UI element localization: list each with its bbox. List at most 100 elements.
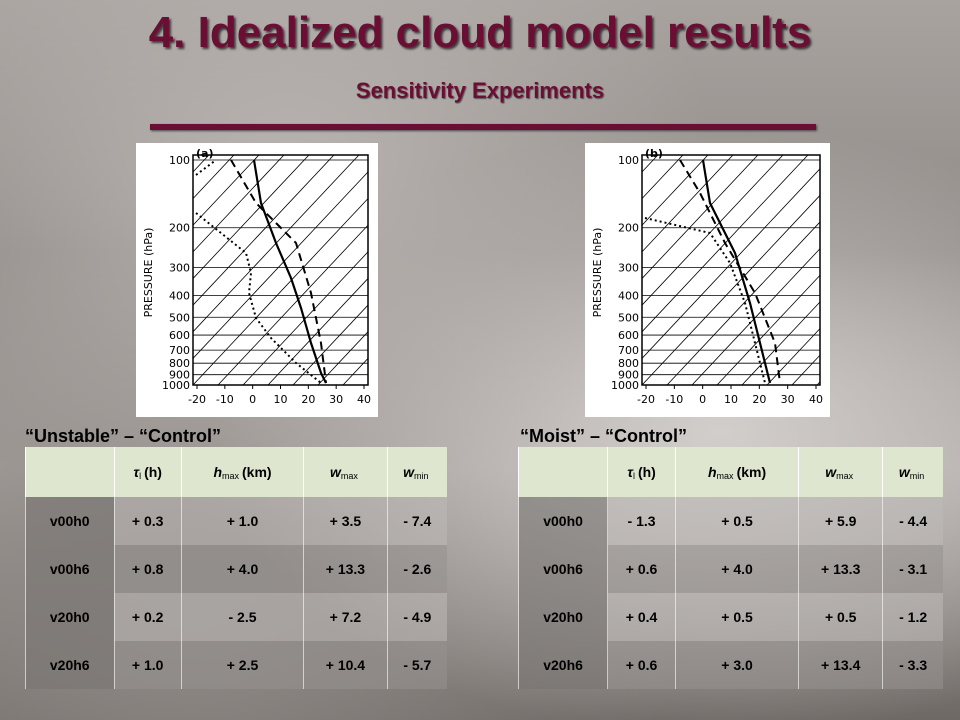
header-cell [517,447,608,497]
table-cell: + 3.0 [674,641,799,689]
table-cell: + 13.3 [303,545,388,593]
temperature-tick-label: 40 [357,393,371,406]
header-subscript: max [836,470,854,481]
title-rule [150,124,816,130]
header-subscript: max [716,470,734,481]
table-cell: - 4.4 [882,497,943,545]
table-cell: - 1.2 [882,593,943,641]
pressure-tick-label: 800 [169,357,190,370]
pressure-tick-label: 300 [618,261,639,274]
temperature-tick-label: 10 [724,393,738,406]
table-cell: + 0.5 [674,593,799,641]
isotherm-line [716,274,820,385]
table-row: v20h0 + 0.4 + 0.5 + 0.5- 1.2 [517,593,943,641]
table-row: v20h6 + 0.6 + 3.0 + 13.4- 3.3 [517,641,943,689]
pressure-tick-label: 100 [618,154,639,167]
axis-label: PRESSURE (hPa) [591,228,604,318]
table-cell: + 4.0 [674,545,799,593]
header-unit: (h) [637,463,656,480]
isotherm-line [193,155,310,280]
temperature-tick-label: 20 [752,393,766,406]
table-cell: + 0.6 [607,641,676,689]
pressure-tick-label: 900 [169,369,190,382]
results-table: τl (h) hmax (km) wmax wmin v00h0 + 0.3 + 1.0 + 3.… [25,447,447,689]
table-cell: + 0.4 [607,593,676,641]
panel-label: (a) [196,147,213,160]
header-cell: wmin [386,447,447,497]
table-row: v20h6 + 1.0 + 2.5 + 10.4- 5.7 [25,641,447,689]
table-cell: - 4.9 [386,593,447,641]
table-cell: + 10.4 [303,641,388,689]
table-cell: + 0.5 [674,497,799,545]
isotherm-line [193,155,360,333]
skew-lines [642,155,820,385]
pressure-tick-label: 100 [169,154,190,167]
isotherm-line [666,221,820,385]
isotherm-line [816,381,820,385]
table-row: v00h0 + 0.3 + 1.0 + 3.5- 7.4 [25,497,447,545]
temperature-tick-label: -20 [188,393,206,406]
temperature-tick-label: -10 [216,393,234,406]
table-cell: - 5.7 [386,641,447,689]
row-label: v20h0 [517,593,608,641]
table-cell: - 1.3 [607,497,676,545]
header-symbol: w [825,463,837,480]
table-cell: + 1.0 [113,641,182,689]
header-subscript: max [340,470,358,481]
isotherm-line [642,168,820,359]
pressure-tick-label: 700 [169,344,190,357]
isotherm-line [642,155,759,280]
isotherm-line [292,304,368,385]
header-symbol: w [898,463,910,480]
pressure-tick-label: 500 [618,311,639,324]
isotherm-line [642,155,809,333]
pressure-tick-label: 600 [169,329,190,342]
pressure-tick-label: 500 [169,311,190,324]
header-subscript: l [632,470,635,481]
table-cell: + 7.2 [303,593,388,641]
table-row: v00h6 + 0.8 + 4.0 + 13.3- 2.6 [25,545,447,593]
isotherm-line [367,384,368,385]
pressure-tick-label: 300 [169,261,190,274]
temperature-tick-label: 30 [329,393,343,406]
isotherm-line [193,155,260,226]
isotherm-line [642,194,820,385]
row-label: v20h0 [25,593,114,641]
header-symbol: h [707,463,717,480]
table-row: v20h0 + 0.2- 2.5 + 7.2- 4.9 [25,593,447,641]
table-cell: - 3.1 [882,545,943,593]
results-table: τl (h) hmax (km) wmax wmin v00h0- 1.3 + 0.5 + 5.… [517,447,943,689]
table-cell: + 2.5 [180,641,304,689]
isotherm-line [342,357,368,385]
table-cell: + 0.3 [113,497,182,545]
header-cell: τl (h) [113,447,182,497]
isotherm-line [741,301,820,385]
header-symbol: w [403,463,415,480]
dashed-curve [679,159,781,384]
isotherm-line [193,155,235,200]
header-unit: (h) [144,463,162,480]
isotherm-line [217,224,368,385]
temperature-tick-label: 40 [809,393,823,406]
header-cell: hmax (km) [180,447,304,497]
table-cell: + 0.6 [607,545,676,593]
table-cell: + 13.3 [798,545,883,593]
header-symbol: τ [133,463,140,480]
header-subscript: min [909,470,925,481]
temperature-tick-label: 10 [274,393,288,406]
table-cell: - 7.4 [386,497,447,545]
isotherm-line [642,155,684,200]
row-label: v00h0 [517,497,608,545]
solid-curve [701,159,772,384]
row-label: v00h6 [25,545,114,593]
header-row: τl (h) hmax (km) wmax wmin [517,447,943,497]
header-cell: τl (h) [607,447,676,497]
solid-curve [252,159,327,384]
table-row: v00h0- 1.3 + 0.5 + 5.9- 4.4 [517,497,943,545]
table-cell: - 2.5 [180,593,304,641]
dotted-curve [195,212,322,384]
table-caption: “Unstable” – “Control” [25,426,222,446]
header-subscript: l [139,470,142,481]
